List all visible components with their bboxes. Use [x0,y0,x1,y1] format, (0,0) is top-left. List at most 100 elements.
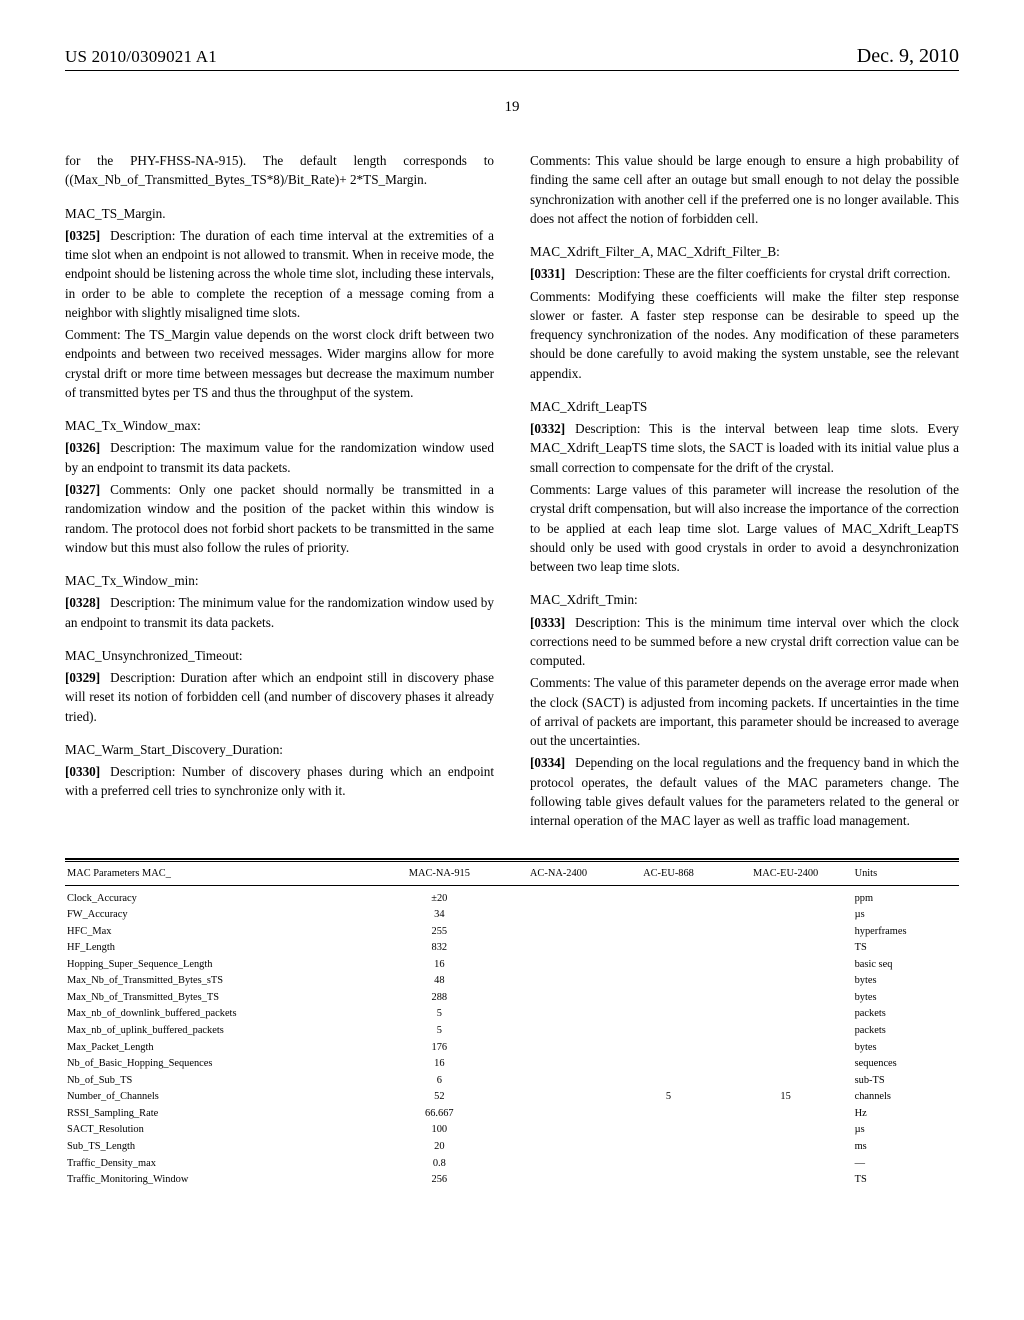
table-cell: bytes [853,990,959,1007]
table-row: Max_Nb_of_Transmitted_Bytes_sTS48bytes [65,973,959,990]
table-cell: TS [853,940,959,957]
body-paragraph: [0329]Description: Duration after which … [65,668,494,726]
parameter-heading: MAC_Xdrift_Filter_A, MAC_Xdrift_Filter_B… [530,242,959,261]
body-paragraph: [0325]Description: The duration of each … [65,226,494,322]
table-cell: 16 [380,957,503,974]
table-cell [503,1089,619,1106]
table-cell: HFC_Max [65,924,380,941]
table-cell: 48 [380,973,503,990]
table-cell [618,1139,722,1156]
continued-paragraph: for the PHY-FHSS-NA-915). The default le… [65,151,494,190]
table-cell: bytes [853,1040,959,1057]
table-cell: basic seq [853,957,959,974]
table-column-header: AC-NA-2400 [503,862,619,885]
table-cell [723,973,853,990]
table-cell: 16 [380,1056,503,1073]
right-column: Comments: This value should be large eno… [530,151,959,834]
table-cell: 15 [723,1089,853,1106]
table-cell: Max_Packet_Length [65,1040,380,1057]
table-row: Max_nb_of_uplink_buffered_packets5packet… [65,1023,959,1040]
table-row: Nb_of_Sub_TS6sub-TS [65,1073,959,1090]
table-cell [723,1172,853,1189]
table-cell: Nb_of_Basic_Hopping_Sequences [65,1056,380,1073]
table-column-header: MAC-NA-915 [380,862,503,885]
table-cell [723,957,853,974]
table-cell: Traffic_Density_max [65,1156,380,1173]
table-cell [503,1073,619,1090]
table-cell: Max_nb_of_uplink_buffered_packets [65,1023,380,1040]
table-cell: 256 [380,1172,503,1189]
table-cell [618,907,722,924]
table-row: Max_Nb_of_Transmitted_Bytes_TS288bytes [65,990,959,1007]
table-cell: 66.667 [380,1106,503,1123]
continued-paragraph: Comments: This value should be large eno… [530,151,959,228]
table-cell: Max_Nb_of_Transmitted_Bytes_TS [65,990,380,1007]
paragraph-number: [0331] [530,264,565,283]
table-cell [503,973,619,990]
table-row: Nb_of_Basic_Hopping_Sequences16sequences [65,1056,959,1073]
table-cell: 5 [618,1089,722,1106]
table-cell: Hz [853,1106,959,1123]
table-cell: 34 [380,907,503,924]
table-cell: — [853,1156,959,1173]
table-row: Hopping_Super_Sequence_Length16basic seq [65,957,959,974]
table-cell: 52 [380,1089,503,1106]
parameter-heading: MAC_Unsynchronized_Timeout: [65,646,494,665]
paragraph-number: [0325] [65,226,100,245]
table-cell [503,957,619,974]
table-cell [723,886,853,908]
table-cell: sub-TS [853,1073,959,1090]
table-cell [618,990,722,1007]
table-cell: SACT_Resolution [65,1122,380,1139]
table-cell [503,940,619,957]
table-cell [503,1056,619,1073]
table-cell [618,1073,722,1090]
table-cell: RSSI_Sampling_Rate [65,1106,380,1123]
body-paragraph: Comment: The TS_Margin value depends on … [65,325,494,402]
parameter-heading: MAC_Warm_Start_Discovery_Duration: [65,740,494,759]
table-row: HF_Length832TS [65,940,959,957]
table-cell [723,1156,853,1173]
table-cell [618,1056,722,1073]
table-cell: TS [853,1172,959,1189]
table-cell [503,1023,619,1040]
table-cell: Max_nb_of_downlink_buffered_packets [65,1006,380,1023]
table-cell: ±20 [380,886,503,908]
paragraph-number: [0333] [530,613,565,632]
paragraph-number: [0330] [65,762,100,781]
parameter-heading: MAC_TS_Margin. [65,204,494,223]
table-cell [723,940,853,957]
table-cell [723,990,853,1007]
table-cell [503,886,619,908]
table-row: Clock_Accuracy±20ppm [65,886,959,908]
table-cell: 5 [380,1023,503,1040]
table-body: Clock_Accuracy±20ppmFW_Accuracy34µsHFC_M… [65,885,959,1189]
table-cell [503,990,619,1007]
table-cell [618,1040,722,1057]
table-row: Number_of_Channels52515channels [65,1089,959,1106]
body-paragraph: Comments: Large values of this parameter… [530,480,959,576]
table-cell: 6 [380,1073,503,1090]
table-cell [723,1122,853,1139]
parameter-heading: MAC_Xdrift_LeapTS [530,397,959,416]
table-cell: bytes [853,973,959,990]
table-cell: hyperframes [853,924,959,941]
table-cell [723,907,853,924]
table-cell [503,1006,619,1023]
page-header: US 2010/0309021 A1 Dec. 9, 2010 [65,45,959,71]
table-row: Sub_TS_Length20ms [65,1139,959,1156]
table-cell: µs [853,907,959,924]
table-row: HFC_Max255hyperframes [65,924,959,941]
body-paragraph: [0326]Description: The maximum value for… [65,438,494,477]
parameter-heading: MAC_Tx_Window_max: [65,416,494,435]
table-cell [503,1106,619,1123]
paragraph-number: [0329] [65,668,100,687]
table-cell: ms [853,1139,959,1156]
table-column-header: Units [853,862,959,885]
table-cell [618,1006,722,1023]
body-paragraph: Comments: Modifying these coefficients w… [530,287,959,383]
table-row: Max_nb_of_downlink_buffered_packets5pack… [65,1006,959,1023]
table-cell: 100 [380,1122,503,1139]
paragraph-number: [0332] [530,419,565,438]
table-cell [618,957,722,974]
